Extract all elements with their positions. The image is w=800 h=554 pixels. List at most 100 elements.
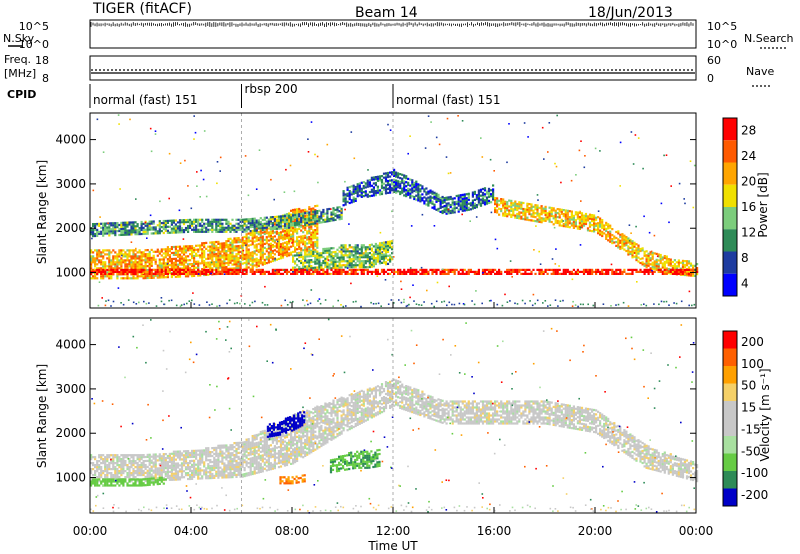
noise-cell: [244, 155, 247, 157]
heatmap-cell: [148, 226, 151, 229]
noise-cell: [276, 240, 279, 243]
heatmap-cell: [534, 206, 537, 209]
heatmap-cell: [182, 247, 186, 250]
heatmap-cell: [645, 256, 648, 259]
noise-cell: [527, 136, 529, 138]
heatmap-cell: [94, 223, 97, 226]
heatmap-cell: [601, 223, 604, 226]
heatmap-cell: [223, 256, 226, 259]
heatmap-cell: [201, 258, 204, 261]
heatmap-cell: [348, 262, 351, 265]
heatmap-cell: [197, 228, 200, 231]
heatmap-cell: [275, 219, 278, 222]
heatmap-cell: [685, 270, 689, 273]
heatmap-cell: [538, 216, 541, 219]
heatmap-cell: [235, 270, 238, 273]
heatmap-cell: [174, 272, 177, 275]
heatmap-cell: [540, 217, 543, 220]
heatmap-cell: [407, 193, 410, 196]
heatmap-cell: [308, 268, 311, 271]
heatmap-cell: [362, 256, 365, 259]
heatmap-cell: [229, 222, 232, 225]
noise-cell: [344, 208, 346, 211]
heatmap-cell: [512, 212, 515, 215]
heatmap-cell: [106, 226, 109, 229]
heatmap-cell: [219, 254, 222, 257]
heatmap-cell: [490, 201, 493, 204]
heatmap-cell: [279, 231, 283, 234]
heatmap-cell: [344, 193, 347, 196]
heatmap-cell: [526, 202, 529, 205]
heatmap-cell: [306, 215, 309, 218]
heatmap-cell: [447, 196, 450, 199]
heatmap-cell: [362, 268, 365, 271]
heatmap-cell: [162, 221, 165, 225]
heatmap-cell: [366, 195, 369, 198]
heatmap-cell: [358, 262, 361, 265]
heatmap-cell: [114, 257, 117, 260]
heatmap-cell: [94, 234, 97, 238]
heatmap-cell: [296, 219, 299, 222]
heatmap-cell: [304, 216, 307, 219]
heatmap-cell: [320, 256, 323, 259]
heatmap-cell: [601, 221, 604, 224]
heatmap-cell: [114, 265, 117, 268]
heatmap-cell: [368, 185, 371, 188]
heatmap-cell: [94, 224, 97, 228]
heatmap-cell: [233, 224, 236, 227]
heatmap-cell: [166, 268, 169, 271]
heatmap-cell: [663, 255, 666, 258]
heatmap-cell: [189, 220, 192, 223]
heatmap-cell: [467, 208, 470, 211]
heatmap-cell: [500, 270, 503, 273]
heatmap-cell: [106, 271, 109, 274]
heatmap-cell: [237, 272, 240, 275]
heatmap-cell: [304, 222, 307, 225]
heatmap-cell: [265, 220, 268, 223]
heatmap-cell: [316, 252, 319, 255]
heatmap-cell: [603, 268, 606, 271]
heatmap-cell: [298, 235, 301, 238]
heatmap-cell: [298, 209, 301, 213]
heatmap-cell: [637, 252, 640, 255]
heatmap-cell: [98, 267, 101, 270]
heatmap-cell: [593, 220, 596, 223]
heatmap-cell: [259, 268, 262, 271]
heatmap-cell: [431, 190, 434, 193]
heatmap-cell: [126, 275, 129, 278]
heatmap-cell: [90, 261, 93, 264]
heatmap-cell: [389, 191, 392, 194]
heatmap-cell: [170, 275, 173, 279]
heatmap-cell: [211, 259, 214, 262]
heatmap-cell: [516, 272, 519, 275]
heatmap-cell: [356, 244, 359, 247]
heatmap-cell: [378, 242, 382, 245]
heatmap-cell: [572, 214, 575, 217]
heatmap-cell: [96, 257, 99, 260]
heatmap-cell: [144, 230, 147, 233]
heatmap-cell: [306, 221, 309, 224]
heatmap-cell: [364, 190, 367, 193]
heatmap-cell: [290, 237, 293, 240]
heatmap-cell: [696, 263, 699, 266]
heatmap-cell: [255, 219, 258, 222]
noise-cell: [387, 123, 389, 126]
heatmap-cell: [605, 272, 608, 275]
heatmap-cell: [346, 260, 349, 263]
heatmap-cell: [215, 248, 218, 252]
heatmap-cell: [126, 259, 129, 262]
heatmap-cell: [294, 266, 297, 269]
heatmap-cell: [338, 264, 341, 267]
heatmap-cell: [655, 264, 658, 267]
heatmap-cell: [259, 250, 262, 253]
heatmap-cell: [261, 228, 264, 232]
heatmap-cell: [215, 240, 218, 244]
heatmap-cell: [189, 268, 192, 271]
heatmap-cell: [257, 260, 260, 264]
heatmap-cell: [340, 268, 343, 271]
heatmap-cell: [677, 259, 680, 262]
heatmap-cell: [542, 272, 545, 275]
heatmap-cell: [568, 272, 571, 275]
heatmap-cell: [461, 199, 464, 202]
heatmap-cell: [215, 244, 218, 248]
